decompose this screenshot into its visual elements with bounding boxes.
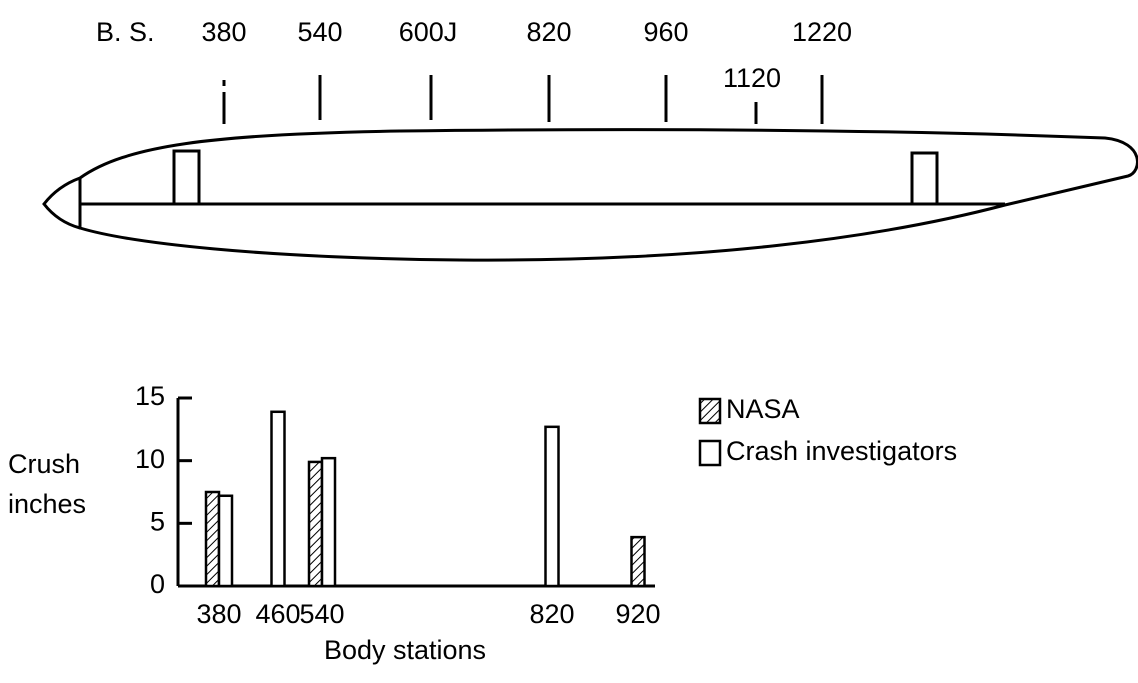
frame bbox=[910, 151, 939, 206]
x-tick-label: 380 bbox=[196, 599, 241, 629]
bar bbox=[307, 460, 324, 588]
station-label: 960 bbox=[643, 17, 688, 47]
station-label: 600J bbox=[399, 17, 458, 47]
x-tick-label: 540 bbox=[299, 599, 344, 629]
y-tick-label: 15 bbox=[135, 381, 165, 411]
x-tick-label: 820 bbox=[529, 599, 574, 629]
fuselage-outline bbox=[42, 128, 1138, 262]
y-tick-label: 0 bbox=[150, 569, 165, 599]
station-label: 820 bbox=[526, 17, 571, 47]
bar bbox=[544, 425, 560, 588]
x-tick-label: 920 bbox=[615, 599, 660, 629]
legend-label: Crash investigators bbox=[726, 436, 957, 466]
bar bbox=[630, 535, 646, 588]
station-label: 540 bbox=[297, 17, 342, 47]
x-tick-label: 460 bbox=[255, 599, 300, 629]
legend-swatch bbox=[698, 397, 722, 425]
legend-label: NASA bbox=[726, 394, 800, 424]
fuselage: B. S. 380 540 600J 820 960 1120 1220 bbox=[42, 17, 1138, 262]
bar bbox=[270, 410, 286, 588]
bar bbox=[217, 494, 234, 588]
bs-label: B. S. bbox=[96, 17, 155, 47]
legend-swatch bbox=[698, 439, 722, 467]
station-label: 380 bbox=[201, 17, 246, 47]
y-tick-label: 10 bbox=[135, 444, 165, 474]
frame bbox=[172, 149, 201, 206]
bar bbox=[320, 456, 337, 588]
x-axis-label: Body stations bbox=[324, 635, 486, 665]
y-tick-label: 5 bbox=[150, 506, 165, 536]
station-label: 1120 bbox=[723, 63, 781, 93]
y-axis-label: Crush inches bbox=[8, 449, 87, 519]
bar bbox=[204, 490, 221, 588]
station-label: 1220 bbox=[792, 17, 852, 47]
